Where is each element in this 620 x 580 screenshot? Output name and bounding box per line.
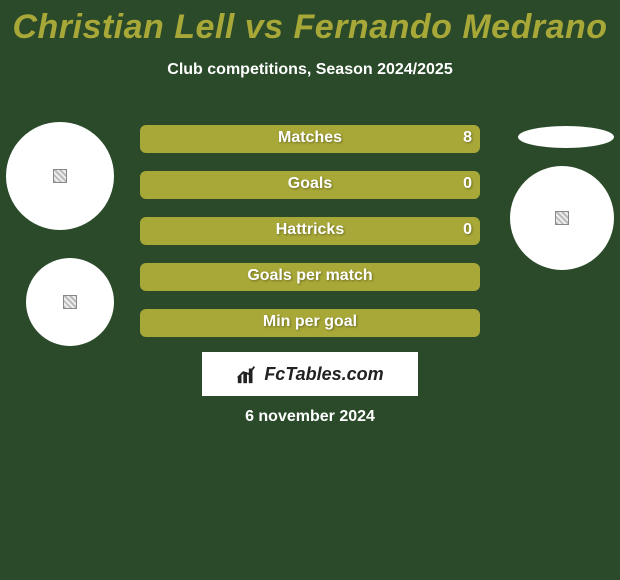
placeholder-icon	[555, 211, 569, 225]
stat-label: Goals	[140, 175, 480, 193]
chart-icon	[236, 364, 258, 384]
stat-value: 8	[463, 129, 472, 147]
stats-bars: Matches 8 Goals 0 Hattricks 0 Goals per …	[140, 125, 480, 355]
placeholder-icon	[53, 169, 67, 183]
stat-label: Min per goal	[140, 313, 480, 331]
page-title: Christian Lell vs Fernando Medrano	[0, 0, 620, 47]
date-text: 6 november 2024	[0, 408, 620, 426]
brand-text: FcTables.com	[264, 364, 383, 385]
player-avatar-right	[510, 166, 614, 270]
player-avatar-left-1	[6, 122, 114, 230]
stat-row: Goals 0	[140, 171, 480, 199]
stat-value: 0	[463, 221, 472, 239]
subtitle: Club competitions, Season 2024/2025	[0, 61, 620, 79]
stat-row: Min per goal	[140, 309, 480, 337]
player-avatar-left-2	[26, 258, 114, 346]
decorative-ellipse	[518, 126, 614, 148]
stat-label: Matches	[140, 129, 480, 147]
stat-row: Goals per match	[140, 263, 480, 291]
stat-row: Hattricks 0	[140, 217, 480, 245]
stat-value: 0	[463, 175, 472, 193]
placeholder-icon	[63, 295, 77, 309]
stat-label: Goals per match	[140, 267, 480, 285]
stat-row: Matches 8	[140, 125, 480, 153]
brand-badge: FcTables.com	[202, 352, 418, 396]
stat-label: Hattricks	[140, 221, 480, 239]
